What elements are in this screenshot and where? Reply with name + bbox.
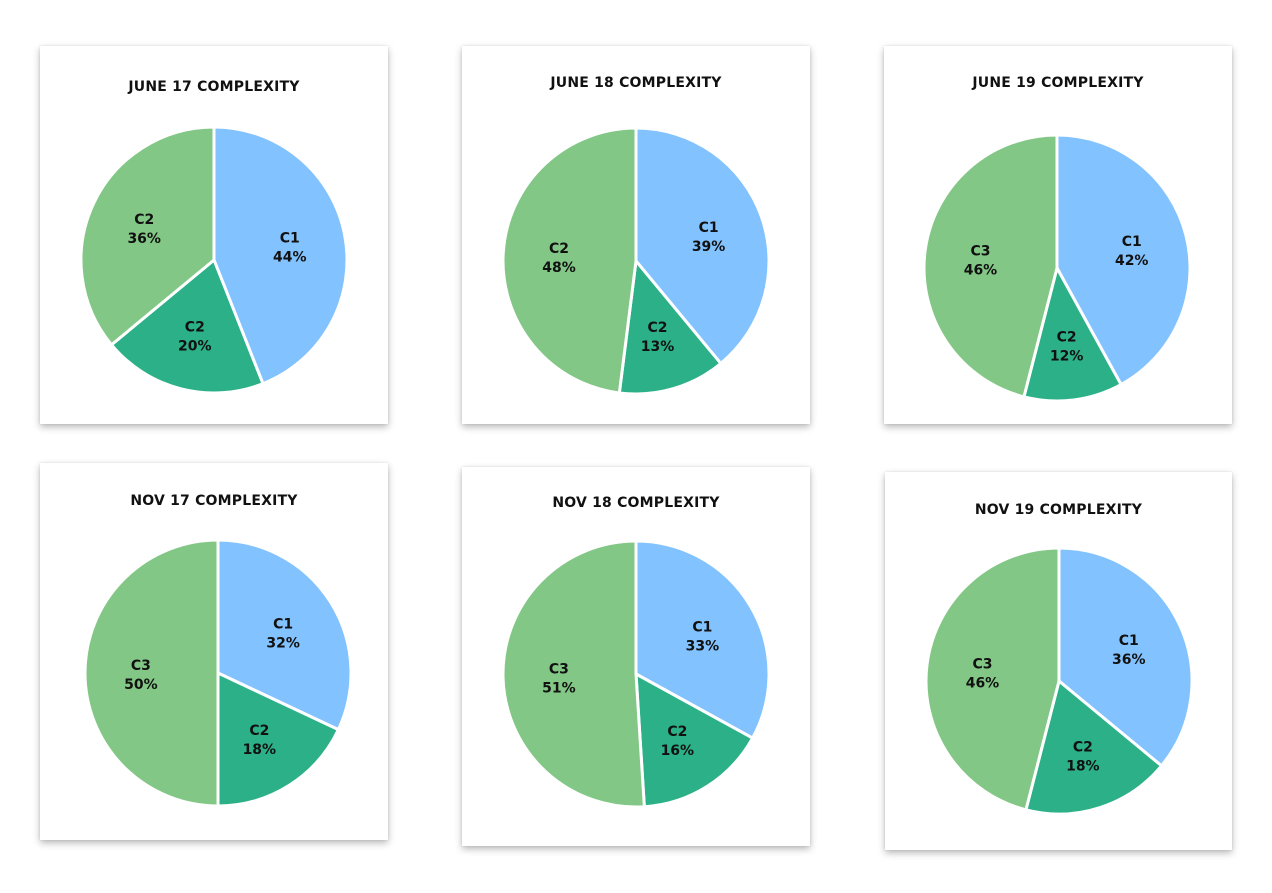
chart-title: NOV 19 COMPLEXITY — [974, 502, 1143, 518]
slice-percent-label: 12% — [1050, 349, 1084, 365]
chart-title: JUNE 18 COMPLEXITY — [550, 75, 722, 91]
pie-slice-c3 — [83, 538, 220, 808]
pie-slice-c2 — [110, 258, 265, 395]
slice-percent-label: 50% — [124, 677, 158, 693]
pie-slice-c2 — [1024, 679, 1163, 816]
slice-percent-label: 32% — [266, 636, 300, 652]
slice-category-label: C2 — [1057, 330, 1077, 346]
chart-card-nov-17: NOV 17 COMPLEXITY C1 32% C2 18% C3 50% — [40, 463, 388, 840]
chart-card-nov-19: NOV 19 COMPLEXITY C1 36% C2 18% C3 46% — [885, 472, 1232, 850]
chart-title: JUNE 19 COMPLEXITY — [972, 75, 1144, 91]
slice-category-label: C1 — [1122, 234, 1142, 250]
pie-slice-c2 — [617, 259, 723, 396]
slice-percent-label: 18% — [1066, 758, 1100, 774]
slice-category-label: C3 — [972, 656, 992, 672]
slice-percent-label: 51% — [542, 680, 576, 696]
slice-percent-label: 46% — [964, 262, 998, 278]
chart-card-june-19: JUNE 19 COMPLEXITY C1 42% C2 12% C3 46% — [884, 46, 1232, 424]
slice-category-label: C1 — [280, 231, 300, 247]
pie-chart: C1 42% C2 12% C3 46% — [922, 133, 1192, 403]
slice-category-label: C2 — [134, 212, 154, 228]
slice-percent-label: 44% — [273, 250, 307, 266]
pie-slice-c2 — [1022, 266, 1123, 403]
pie-slice-c2 — [216, 671, 340, 808]
pie-slice-c1 — [1055, 133, 1192, 387]
pie-slice-c2 — [501, 126, 638, 395]
slice-category-label: C3 — [549, 661, 569, 677]
pie-slice-c2 — [634, 672, 755, 809]
pie-slice-c1 — [216, 538, 353, 732]
chart-title: JUNE 17 COMPLEXITY — [128, 79, 300, 95]
slice-percent-label: 39% — [692, 239, 726, 255]
chart-card-nov-18: NOV 18 COMPLEXITY C1 33% C2 16% C3 51% — [462, 467, 810, 846]
chart-title: NOV 17 COMPLEXITY — [130, 493, 298, 509]
pie-chart: C1 44% C2 20% C2 36% — [79, 125, 349, 395]
pie-slice-c1 — [634, 539, 771, 740]
slice-percent-label: 20% — [178, 339, 212, 355]
chart-title: NOV 18 COMPLEXITY — [552, 495, 720, 511]
slice-percent-label: 13% — [641, 339, 675, 355]
slice-category-label: C2 — [1073, 739, 1093, 755]
slice-category-label: C2 — [549, 241, 569, 257]
slice-category-label: C1 — [273, 617, 293, 633]
slice-percent-label: 16% — [661, 743, 695, 759]
slice-category-label: C2 — [185, 320, 205, 336]
slice-percent-label: 42% — [1115, 253, 1149, 269]
pie-slice-c1 — [212, 125, 349, 386]
slice-category-label: C3 — [970, 243, 990, 259]
slice-percent-label: 18% — [243, 742, 277, 758]
chart-card-june-17: JUNE 17 COMPLEXITY C1 44% C2 20% C2 36% — [40, 46, 388, 424]
slice-category-label: C2 — [667, 724, 687, 740]
slice-category-label: C2 — [648, 320, 668, 336]
slice-category-label: C1 — [692, 620, 712, 636]
slice-percent-label: 33% — [686, 639, 720, 655]
pie-slice-c1 — [634, 126, 771, 365]
slice-percent-label: 48% — [542, 260, 576, 276]
slice-category-label: C2 — [249, 723, 269, 739]
pie-slice-c3 — [501, 539, 646, 809]
chart-card-june-18: JUNE 18 COMPLEXITY C1 39% C2 13% C2 48% — [462, 46, 810, 424]
slice-percent-label: 36% — [1112, 652, 1146, 668]
pie-slice-c3 — [924, 546, 1061, 812]
pie-chart: C1 39% C2 13% C2 48% — [501, 126, 771, 396]
pie-slice-c3 — [922, 133, 1059, 399]
pie-chart: C1 32% C2 18% C3 50% — [83, 538, 353, 808]
slice-category-label: C3 — [131, 658, 151, 674]
pie-slice-c1 — [1057, 546, 1194, 768]
pie-slice-c2 — [79, 125, 216, 347]
pie-chart: C1 36% C2 18% C3 46% — [924, 546, 1194, 816]
slice-category-label: C1 — [699, 220, 719, 236]
pie-chart: C1 33% C2 16% C3 51% — [501, 539, 771, 809]
slice-percent-label: 36% — [127, 231, 161, 247]
slice-percent-label: 46% — [966, 675, 1000, 691]
slice-category-label: C1 — [1119, 633, 1139, 649]
